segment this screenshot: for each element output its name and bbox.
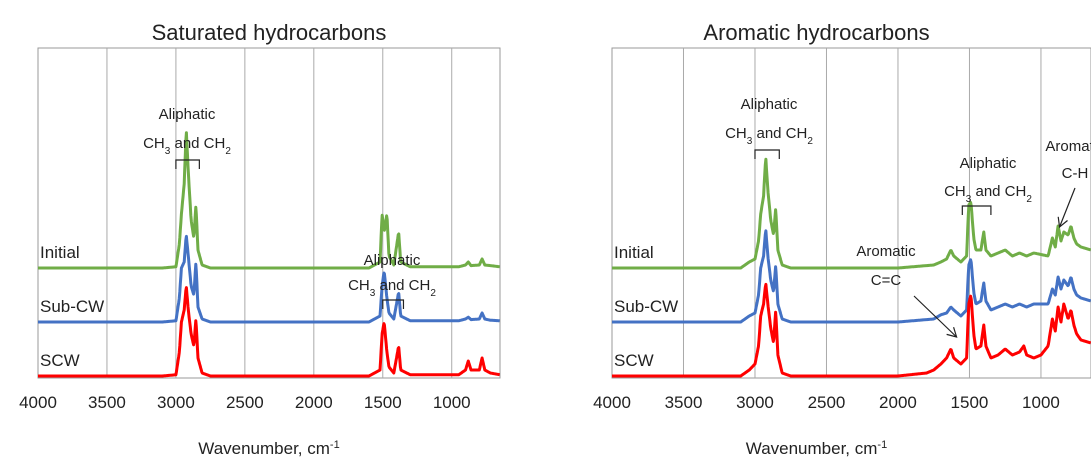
x-tick-label: 2000 xyxy=(295,393,333,412)
annotation-arrow xyxy=(913,295,958,338)
x-tick-label: 1000 xyxy=(1022,393,1060,412)
x-tick-label: 3500 xyxy=(88,393,126,412)
series-line-scw xyxy=(611,282,1091,378)
annotation-bracket xyxy=(175,159,200,169)
series-label-scw: SCW xyxy=(614,351,654,370)
annotation-text: Aliphatic xyxy=(159,106,216,123)
annotation-aliphatic-2: Aliphatic CH3 and CH2 xyxy=(944,155,1032,215)
plot-area-border xyxy=(611,47,1091,379)
annotation-bracket xyxy=(961,205,992,215)
chart-title: Aromatic hydrocarbons xyxy=(703,20,929,45)
annotation-text: Aliphatic xyxy=(364,252,421,269)
annotation-aromatic-ch: Aromatic C-H xyxy=(1045,138,1091,229)
x-axis-label: Wavenumber, cm-1 xyxy=(198,439,339,458)
series-label-sub-cw: Sub-CW xyxy=(40,297,104,316)
series-line-sub-cw xyxy=(37,234,501,324)
annotation-text: CH3 and CH2 xyxy=(944,183,1032,205)
series-line-initial xyxy=(37,131,501,270)
annotation-arrowhead xyxy=(1057,216,1068,229)
x-axis-label: Wavenumber, cm-1 xyxy=(746,439,887,458)
annotation-text: C-H xyxy=(1062,165,1089,182)
series-line-sub-cw xyxy=(611,229,1091,324)
x-tick-label: 2000 xyxy=(879,393,917,412)
annotation-text: Aromatic xyxy=(856,243,916,260)
annotation-aliphatic-2: Aliphatic CH3 and CH2 xyxy=(348,252,436,309)
x-tick-label: 1000 xyxy=(433,393,471,412)
x-tick-label: 4000 xyxy=(19,393,57,412)
x-tick-label: 2500 xyxy=(808,393,846,412)
chart-panel-1: 4000 3500 3000 2500 2000 1500 1000 Saturated hy… xyxy=(19,20,501,458)
series-label-scw: SCW xyxy=(40,351,80,370)
x-tick-label: 1500 xyxy=(951,393,989,412)
series-line-initial xyxy=(611,157,1091,270)
annotation-text: Aliphatic xyxy=(960,155,1017,172)
annotation-aliphatic-1: Aliphatic CH3 and CH2 xyxy=(725,96,813,159)
annotation-bracket xyxy=(382,299,405,309)
annotation-arrow xyxy=(1058,187,1076,228)
series-line-scw xyxy=(37,286,501,378)
annotation-text: C=C xyxy=(871,272,902,289)
x-tick-label: 3000 xyxy=(736,393,774,412)
chart-title: Saturated hydrocarbons xyxy=(152,20,387,45)
annotation-text: Aliphatic xyxy=(741,96,798,113)
annotation-bracket xyxy=(754,149,780,159)
series-label-sub-cw: Sub-CW xyxy=(614,297,678,316)
annotation-arrowhead xyxy=(946,326,958,338)
x-tick-label: 1500 xyxy=(364,393,402,412)
x-tick-label: 4000 xyxy=(593,393,631,412)
annotation-text: Aromatic xyxy=(1045,138,1091,155)
x-tick-label: 3000 xyxy=(157,393,195,412)
annotation-text: CH3 and CH2 xyxy=(143,135,231,157)
series-label-initial: Initial xyxy=(614,243,654,262)
x-tick-label: 3500 xyxy=(665,393,703,412)
annotation-text: CH3 and CH2 xyxy=(348,277,436,299)
annotation-aromatic-cc: Aromatic C=C xyxy=(856,243,958,338)
annotation-text: CH3 and CH2 xyxy=(725,125,813,147)
plot-area-border xyxy=(37,47,501,379)
x-tick-label: 2500 xyxy=(226,393,264,412)
series-label-initial: Initial xyxy=(40,243,80,262)
annotation-aliphatic-1: Aliphatic CH3 and CH2 xyxy=(143,106,231,169)
chart-panel-2: 4000 3500 3000 2500 2000 1500 1000 Aromatic hyd… xyxy=(593,20,1091,458)
